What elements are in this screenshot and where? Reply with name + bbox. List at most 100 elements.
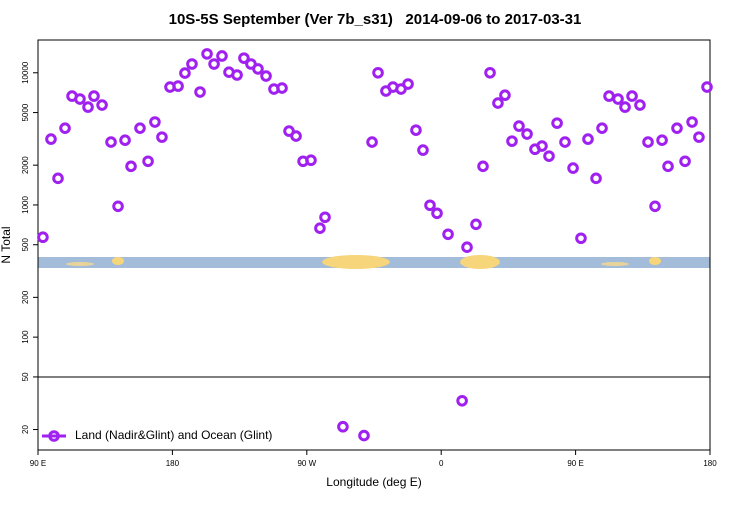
data-point [619, 101, 631, 113]
legend-label: Land (Nadir&Glint) and Ocean (Glint) [75, 428, 272, 442]
data-point [252, 63, 264, 75]
data-point [112, 200, 124, 213]
data-point [671, 122, 683, 134]
chart-title: 10S-5S September (Ver 7b_s31) 2014-09-06… [169, 11, 582, 28]
data-point [314, 222, 326, 235]
data-point [260, 70, 272, 82]
data-point [536, 140, 548, 152]
data-point [59, 122, 71, 134]
y-tick-label: 10000 [21, 61, 30, 84]
data-point [596, 122, 608, 134]
data-point [372, 66, 384, 79]
data-point [231, 69, 243, 81]
y-tick-label: 200 [21, 290, 30, 304]
data-point [461, 241, 473, 254]
x-tick-label: 90 E [30, 459, 46, 468]
data-point [701, 81, 713, 93]
data-point [208, 58, 220, 70]
data-point [119, 134, 131, 146]
data-point [201, 48, 213, 60]
x-axis-title: Longitude (deg E) [326, 475, 421, 489]
data-point [82, 101, 94, 113]
data-point [402, 78, 414, 90]
data-point [410, 124, 422, 136]
data-point [105, 136, 117, 148]
data-point [551, 117, 563, 129]
data-point [492, 97, 504, 109]
data-point [499, 89, 511, 101]
data-point [319, 211, 331, 224]
data-point [686, 116, 698, 128]
data-point [125, 160, 137, 173]
data-point [88, 90, 100, 102]
data-point [194, 86, 206, 98]
data-point [470, 218, 482, 231]
data-point [484, 66, 496, 79]
y-axis-title: N Total [0, 226, 13, 263]
data-point [431, 207, 443, 220]
land [649, 257, 661, 265]
y-tick-label: 2000 [21, 156, 30, 174]
land [112, 257, 124, 265]
y-tick-label: 500 [21, 238, 30, 252]
data-point [424, 199, 436, 212]
data-point [134, 122, 146, 134]
y-tick-label: 20 [21, 425, 30, 434]
x-tick-label: 180 [703, 459, 717, 468]
land [66, 262, 94, 266]
data-point [417, 144, 429, 156]
data-point [358, 429, 370, 442]
land [322, 255, 390, 269]
y-tick-label: 100 [21, 330, 30, 344]
data-point [216, 50, 228, 62]
data-point [456, 394, 468, 407]
y-tick-label: 5000 [21, 103, 30, 121]
data-point [634, 99, 646, 111]
data-point [506, 135, 518, 147]
x-tick-label: 90 E [567, 459, 583, 468]
data-point [679, 155, 691, 168]
data-point [559, 136, 571, 148]
data-point [74, 93, 86, 105]
data-point [45, 133, 57, 145]
legend-marker [48, 430, 60, 442]
y-tick-label: 50 [21, 372, 30, 381]
data-point [567, 162, 579, 174]
data-point [626, 90, 638, 102]
land [601, 262, 629, 266]
data-point [575, 232, 587, 245]
data-point [649, 200, 661, 213]
data-point [582, 133, 594, 145]
data-point [276, 82, 288, 94]
data-point [142, 155, 154, 168]
data-point [96, 99, 108, 111]
x-tick-label: 180 [166, 459, 180, 468]
data-point [662, 160, 674, 173]
data-point [513, 120, 525, 132]
data-point [186, 58, 198, 70]
data-point [543, 150, 555, 162]
land [460, 255, 500, 269]
data-point [656, 134, 668, 146]
data-point [612, 93, 624, 105]
data-point [37, 231, 49, 244]
y-tick-label: 1000 [21, 196, 30, 214]
data-point [366, 136, 378, 148]
x-tick-label: 0 [439, 459, 444, 468]
data-point [477, 160, 489, 173]
map-strip [38, 255, 710, 269]
data-point [521, 128, 533, 140]
data-point [172, 80, 184, 92]
data-point [238, 52, 250, 64]
x-tick-label: 90 W [297, 459, 316, 468]
data-point [337, 420, 349, 433]
data-point [149, 116, 161, 128]
data-point [693, 131, 705, 143]
data-point [442, 228, 454, 241]
data-point [590, 172, 602, 185]
data-point [52, 172, 64, 185]
data-point [290, 130, 302, 142]
data-point [156, 131, 168, 143]
